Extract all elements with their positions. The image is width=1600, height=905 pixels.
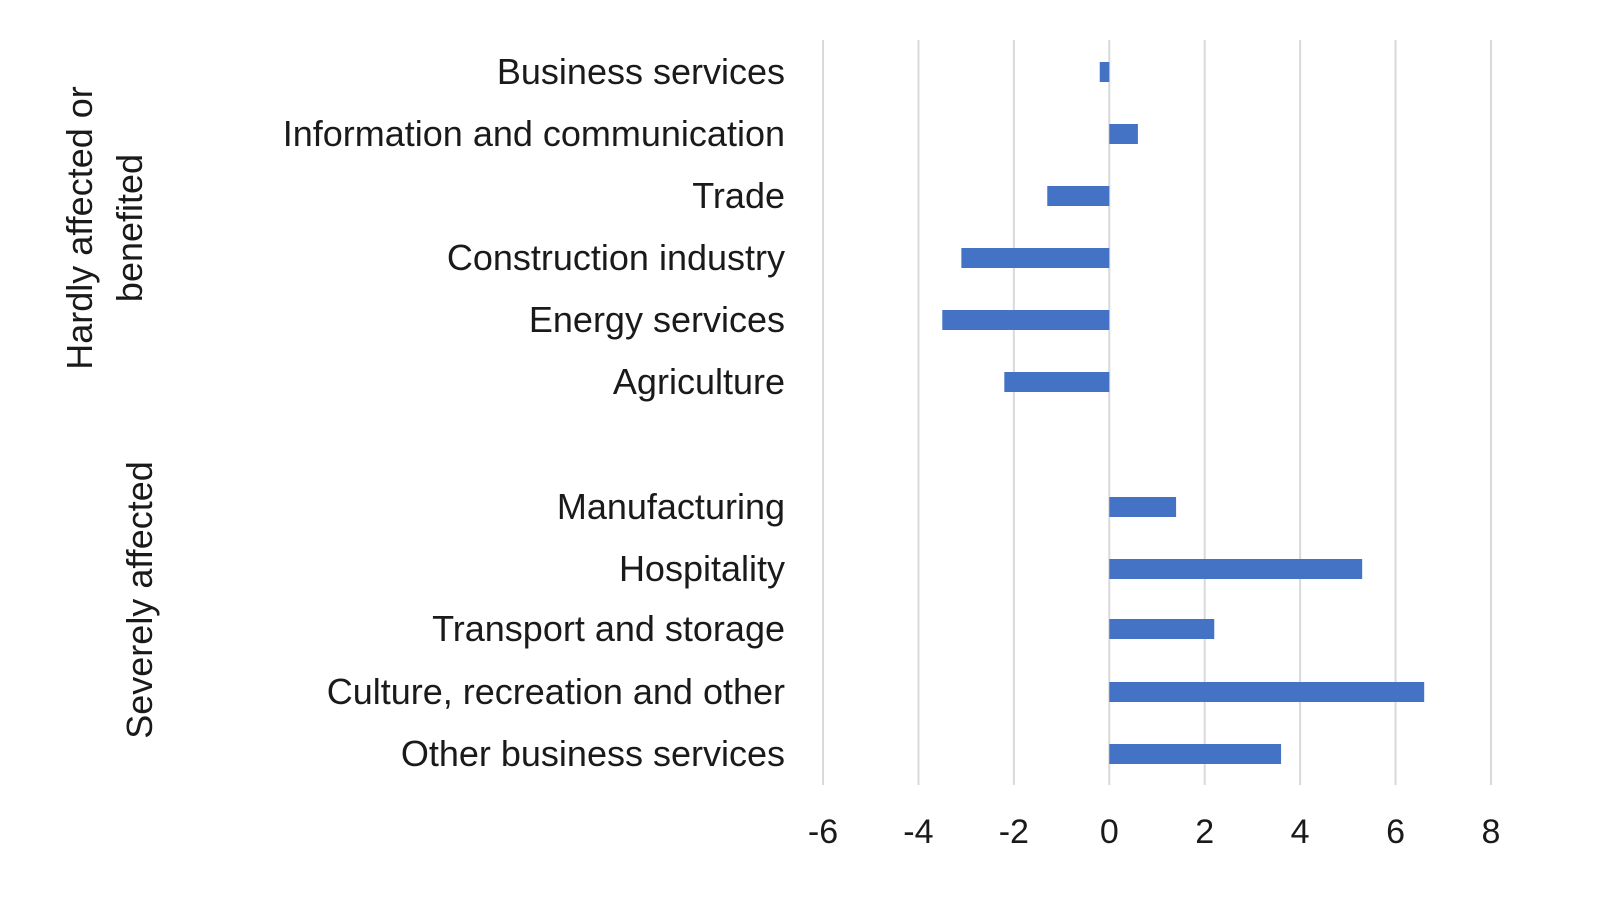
bar: [1109, 559, 1363, 579]
category-label: Information and communication: [283, 113, 785, 154]
x-tick-labels: -6 -4 -2 0 2 4 6 8: [808, 813, 1501, 851]
group-labels: Hardly affected or benefited Severely affe…: [59, 86, 160, 739]
category-label: Transport and storage: [432, 608, 785, 649]
x-tick-label: 8: [1482, 813, 1501, 851]
category-label: Other business services: [401, 733, 785, 774]
x-tick-label: -4: [903, 813, 933, 851]
group-label: Hardly affected or benefited: [59, 86, 150, 369]
x-tick-label: 6: [1386, 813, 1405, 851]
x-tick-label: 2: [1195, 813, 1214, 851]
x-tick-label: -2: [999, 813, 1029, 851]
group-label-line: benefited: [109, 154, 150, 302]
category-labels: Business services Information and communi…: [283, 51, 785, 774]
category-label: Culture, recreation and other: [327, 671, 785, 712]
category-label: Hospitality: [619, 548, 785, 589]
grid-lines: [822, 40, 1492, 785]
bar: [1109, 124, 1138, 144]
bar: [1109, 682, 1425, 702]
bar: [1109, 497, 1177, 517]
bar: [1004, 372, 1110, 392]
group-label-line: Severely affected: [119, 461, 160, 739]
category-label: Trade: [692, 175, 785, 216]
category-label: Manufacturing: [557, 486, 785, 527]
bar: [1109, 744, 1282, 764]
x-tick-label: 0: [1100, 813, 1119, 851]
group-label: Severely affected: [119, 461, 160, 739]
category-label: Agriculture: [613, 361, 785, 402]
category-label: Business services: [497, 51, 785, 92]
category-label: Energy services: [529, 299, 785, 340]
bar: [961, 248, 1110, 268]
group-label-line: Hardly affected or: [59, 86, 100, 369]
bar: [1099, 62, 1110, 82]
bar: [1109, 619, 1215, 639]
bar: [1047, 186, 1110, 206]
x-tick-label: -6: [808, 813, 838, 851]
x-tick-label: 4: [1291, 813, 1310, 851]
category-label: Construction industry: [447, 237, 785, 278]
bar: [942, 310, 1110, 330]
bars: [942, 62, 1425, 764]
